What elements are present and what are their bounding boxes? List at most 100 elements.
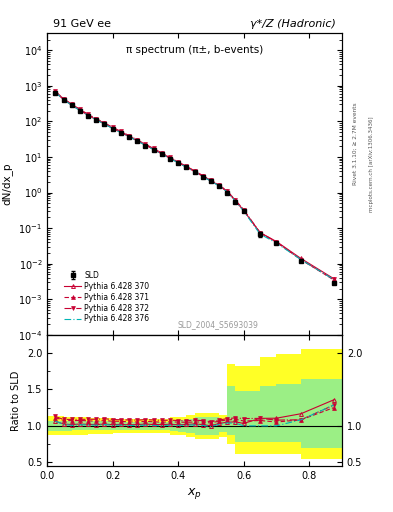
Pythia 6.428 372	[135, 137, 140, 143]
Pythia 6.428 370	[61, 97, 66, 103]
Pythia 6.428 372	[61, 96, 66, 102]
Pythia 6.428 376	[94, 117, 99, 123]
Pythia 6.428 370	[176, 160, 180, 166]
Pythia 6.428 376	[200, 174, 205, 180]
Pythia 6.428 370	[127, 134, 131, 140]
Pythia 6.428 370	[258, 229, 263, 236]
Line: Pythia 6.428 376: Pythia 6.428 376	[55, 92, 334, 280]
X-axis label: $x_p$: $x_p$	[187, 486, 202, 501]
Pythia 6.428 372	[299, 257, 303, 263]
Pythia 6.428 370	[274, 239, 279, 245]
Pythia 6.428 372	[77, 106, 82, 113]
Pythia 6.428 376	[192, 168, 197, 175]
Line: Pythia 6.428 371: Pythia 6.428 371	[53, 90, 336, 282]
Pythia 6.428 376	[241, 208, 246, 214]
Text: π spectrum (π±, b-events): π spectrum (π±, b-events)	[126, 46, 263, 55]
Pythia 6.428 376	[160, 151, 164, 157]
Pythia 6.428 371	[77, 106, 82, 113]
Pythia 6.428 370	[143, 142, 148, 148]
Pythia 6.428 371	[217, 182, 222, 188]
Pythia 6.428 370	[110, 125, 115, 132]
Pythia 6.428 371	[176, 159, 180, 165]
Pythia 6.428 371	[168, 155, 173, 161]
Pythia 6.428 376	[119, 130, 123, 136]
Text: mcplots.cern.ch [arXiv:1306.3436]: mcplots.cern.ch [arXiv:1306.3436]	[369, 116, 374, 211]
Pythia 6.428 371	[209, 178, 213, 184]
Pythia 6.428 372	[151, 145, 156, 152]
Pythia 6.428 376	[176, 160, 180, 166]
Pythia 6.428 372	[274, 239, 279, 245]
Pythia 6.428 371	[135, 137, 140, 143]
Pythia 6.428 370	[241, 207, 246, 214]
Pythia 6.428 372	[160, 150, 164, 156]
Pythia 6.428 370	[184, 164, 189, 170]
Text: SLD_2004_S5693039: SLD_2004_S5693039	[178, 320, 259, 329]
Pythia 6.428 370	[94, 117, 99, 123]
Pythia 6.428 372	[184, 163, 189, 169]
Pythia 6.428 372	[86, 111, 90, 117]
Pythia 6.428 376	[53, 89, 58, 95]
Pythia 6.428 376	[274, 240, 279, 246]
Pythia 6.428 372	[192, 167, 197, 174]
Pythia 6.428 370	[86, 112, 90, 118]
Pythia 6.428 372	[209, 177, 213, 183]
Pythia 6.428 372	[119, 129, 123, 135]
Pythia 6.428 371	[61, 96, 66, 102]
Pythia 6.428 372	[225, 188, 230, 194]
Pythia 6.428 372	[53, 88, 58, 94]
Pythia 6.428 376	[143, 142, 148, 148]
Pythia 6.428 371	[94, 116, 99, 122]
Pythia 6.428 371	[160, 151, 164, 157]
Text: Rivet 3.1.10; ≥ 2.7M events: Rivet 3.1.10; ≥ 2.7M events	[353, 102, 358, 185]
Pythia 6.428 371	[225, 188, 230, 195]
Pythia 6.428 371	[299, 257, 303, 263]
Pythia 6.428 372	[233, 197, 238, 203]
Pythia 6.428 376	[209, 178, 213, 184]
Pythia 6.428 370	[331, 275, 336, 282]
Pythia 6.428 372	[127, 133, 131, 139]
Pythia 6.428 376	[102, 121, 107, 127]
Pythia 6.428 371	[143, 141, 148, 147]
Pythia 6.428 370	[102, 121, 107, 127]
Pythia 6.428 370	[209, 178, 213, 184]
Pythia 6.428 371	[233, 197, 238, 203]
Pythia 6.428 371	[102, 120, 107, 126]
Pythia 6.428 371	[119, 129, 123, 135]
Pythia 6.428 371	[331, 277, 336, 283]
Pythia 6.428 372	[200, 173, 205, 179]
Pythia 6.428 370	[77, 107, 82, 113]
Pythia 6.428 370	[233, 198, 238, 204]
Y-axis label: Ratio to SLD: Ratio to SLD	[11, 370, 21, 431]
Pythia 6.428 370	[217, 183, 222, 189]
Pythia 6.428 376	[168, 155, 173, 161]
Pythia 6.428 370	[192, 168, 197, 175]
Pythia 6.428 372	[168, 154, 173, 160]
Pythia 6.428 370	[160, 151, 164, 157]
Pythia 6.428 372	[331, 276, 336, 283]
Text: γ*/Z (Hadronic): γ*/Z (Hadronic)	[250, 19, 336, 29]
Pythia 6.428 370	[151, 146, 156, 153]
Pythia 6.428 371	[151, 146, 156, 152]
Pythia 6.428 376	[135, 138, 140, 144]
Pythia 6.428 372	[102, 120, 107, 126]
Pythia 6.428 370	[69, 102, 74, 108]
Pythia 6.428 372	[69, 101, 74, 107]
Line: Pythia 6.428 372: Pythia 6.428 372	[53, 90, 336, 282]
Pythia 6.428 372	[94, 116, 99, 122]
Pythia 6.428 376	[69, 102, 74, 109]
Pythia 6.428 372	[110, 124, 115, 131]
Pythia 6.428 372	[241, 206, 246, 212]
Pythia 6.428 371	[241, 207, 246, 213]
Pythia 6.428 372	[176, 159, 180, 165]
Pythia 6.428 371	[69, 101, 74, 108]
Pythia 6.428 376	[110, 125, 115, 132]
Pythia 6.428 371	[86, 112, 90, 118]
Pythia 6.428 376	[258, 231, 263, 237]
Legend: SLD, Pythia 6.428 370, Pythia 6.428 371, Pythia 6.428 372, Pythia 6.428 376: SLD, Pythia 6.428 370, Pythia 6.428 371,…	[63, 269, 151, 325]
Pythia 6.428 370	[200, 173, 205, 179]
Pythia 6.428 372	[217, 182, 222, 188]
Pythia 6.428 371	[274, 239, 279, 245]
Pythia 6.428 372	[143, 141, 148, 147]
Text: 91 GeV ee: 91 GeV ee	[53, 19, 111, 29]
Pythia 6.428 372	[258, 229, 263, 236]
